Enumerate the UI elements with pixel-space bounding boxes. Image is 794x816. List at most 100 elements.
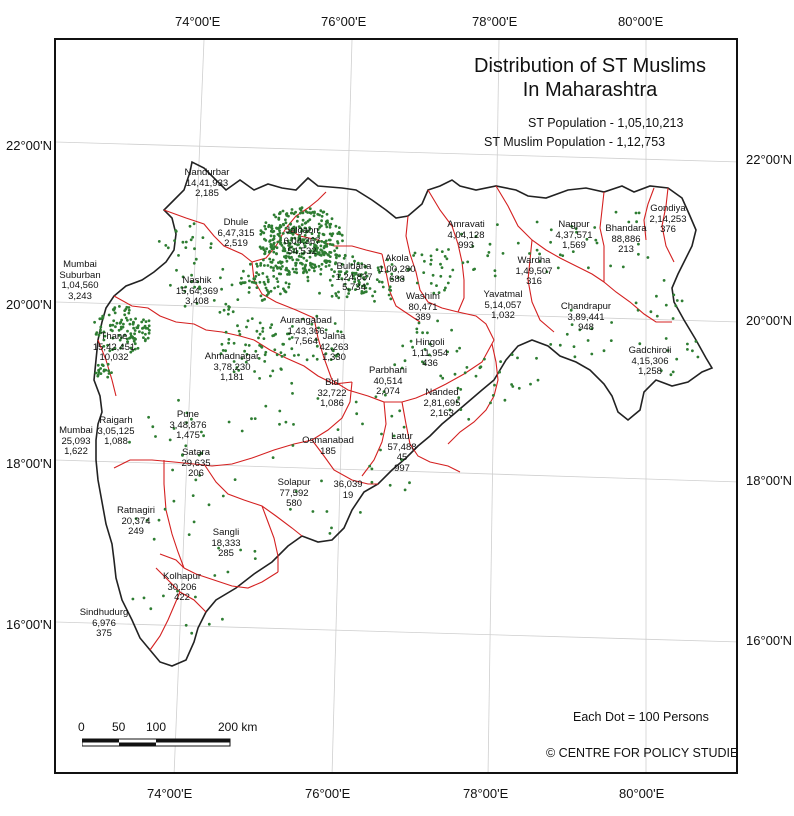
district-name: Ratnagiri xyxy=(116,505,156,516)
population-dot xyxy=(269,326,272,329)
population-dot xyxy=(444,286,447,290)
population-dot xyxy=(95,331,99,334)
population-dot xyxy=(106,375,110,379)
population-dot xyxy=(382,390,386,394)
population-dot xyxy=(361,284,364,288)
population-dot xyxy=(126,329,129,333)
population-dot xyxy=(549,228,553,232)
population-dot xyxy=(398,409,402,413)
population-dot xyxy=(218,310,222,314)
population-dot xyxy=(455,400,459,404)
population-dot xyxy=(269,234,273,238)
population-dot xyxy=(285,259,289,263)
population-dot xyxy=(262,280,266,284)
population-dot xyxy=(327,264,331,267)
population-dot xyxy=(420,253,424,257)
population-dot xyxy=(136,324,140,327)
population-dot xyxy=(415,331,419,334)
population-dot xyxy=(308,226,311,230)
population-dot xyxy=(271,230,274,234)
district-pop: 32,722 xyxy=(317,387,347,399)
population-dot xyxy=(281,265,284,268)
population-dot xyxy=(207,503,211,507)
district-name: Bhandara xyxy=(605,223,647,234)
population-dot xyxy=(487,251,491,254)
population-dot xyxy=(636,308,640,312)
district-name: Pune xyxy=(176,409,200,420)
population-dot xyxy=(289,507,292,511)
population-dot xyxy=(263,283,267,286)
district-label: Amravati 4,04,128 993 xyxy=(447,219,484,252)
district-label: Chandrapur 3,89,441 948 xyxy=(561,301,611,334)
population-dot xyxy=(340,262,344,266)
population-dot xyxy=(571,250,575,254)
population-dot xyxy=(473,267,476,271)
population-dot xyxy=(429,282,433,285)
population-dot xyxy=(304,221,308,225)
population-dot xyxy=(296,215,300,219)
population-dot xyxy=(243,281,247,284)
population-dot xyxy=(336,428,340,431)
population-dot xyxy=(220,287,224,291)
population-dot xyxy=(136,346,140,350)
population-dot xyxy=(275,246,279,250)
population-dot xyxy=(655,294,658,298)
district-name: Washim xyxy=(406,291,440,302)
district-name: Latur xyxy=(391,431,413,442)
population-dot xyxy=(276,285,280,288)
population-dot xyxy=(463,371,467,375)
population-dot xyxy=(354,400,358,404)
population-dot xyxy=(200,430,203,434)
population-dot xyxy=(493,269,497,272)
population-dot xyxy=(465,366,469,369)
district-muslim: 54,532 xyxy=(287,246,317,257)
population-dot xyxy=(467,417,471,421)
population-dot xyxy=(272,234,276,238)
lat-label-left-18: 18°00'N xyxy=(6,456,52,471)
population-dot xyxy=(325,212,329,216)
district-pop: 4,15,306 xyxy=(631,355,669,367)
population-dot xyxy=(263,297,266,301)
population-dot xyxy=(284,268,288,272)
population-dot xyxy=(320,262,324,266)
population-dot xyxy=(694,340,698,343)
population-dot xyxy=(134,517,138,520)
population-dot xyxy=(325,220,328,224)
district-muslim: 1,569 xyxy=(562,240,586,251)
population-dot xyxy=(264,404,268,408)
population-dot xyxy=(443,255,447,258)
population-dot xyxy=(370,480,374,484)
population-dot xyxy=(188,224,192,228)
population-dot xyxy=(364,290,368,294)
population-dot xyxy=(173,239,176,243)
population-dot xyxy=(319,244,323,248)
population-dot xyxy=(292,423,295,426)
district-label: Wardha 1,49,507 316 xyxy=(516,255,553,288)
graticule-lines xyxy=(56,40,736,772)
population-dot xyxy=(221,494,225,498)
population-dot xyxy=(189,238,193,242)
population-dot xyxy=(292,250,296,254)
population-dot xyxy=(536,378,540,382)
population-dot xyxy=(362,291,365,295)
population-dot xyxy=(295,219,299,223)
population-dot xyxy=(453,372,457,376)
population-dot xyxy=(291,444,295,447)
population-dot xyxy=(283,255,286,259)
district-muslim: 1,622 xyxy=(64,446,88,457)
population-dot xyxy=(113,306,117,309)
population-dot xyxy=(318,291,321,295)
population-dot xyxy=(283,241,287,245)
population-dot xyxy=(270,261,274,264)
population-dot xyxy=(400,366,404,370)
population-dot xyxy=(263,353,267,357)
population-dot xyxy=(413,251,417,255)
population-dot xyxy=(266,280,270,284)
population-dot xyxy=(666,349,670,352)
population-dot xyxy=(241,281,245,284)
district-muslim: 45 xyxy=(396,452,408,463)
district-pop: 3,48,876 xyxy=(169,419,207,431)
population-dot xyxy=(258,321,262,325)
population-dot xyxy=(317,326,320,330)
population-dot xyxy=(280,368,283,371)
